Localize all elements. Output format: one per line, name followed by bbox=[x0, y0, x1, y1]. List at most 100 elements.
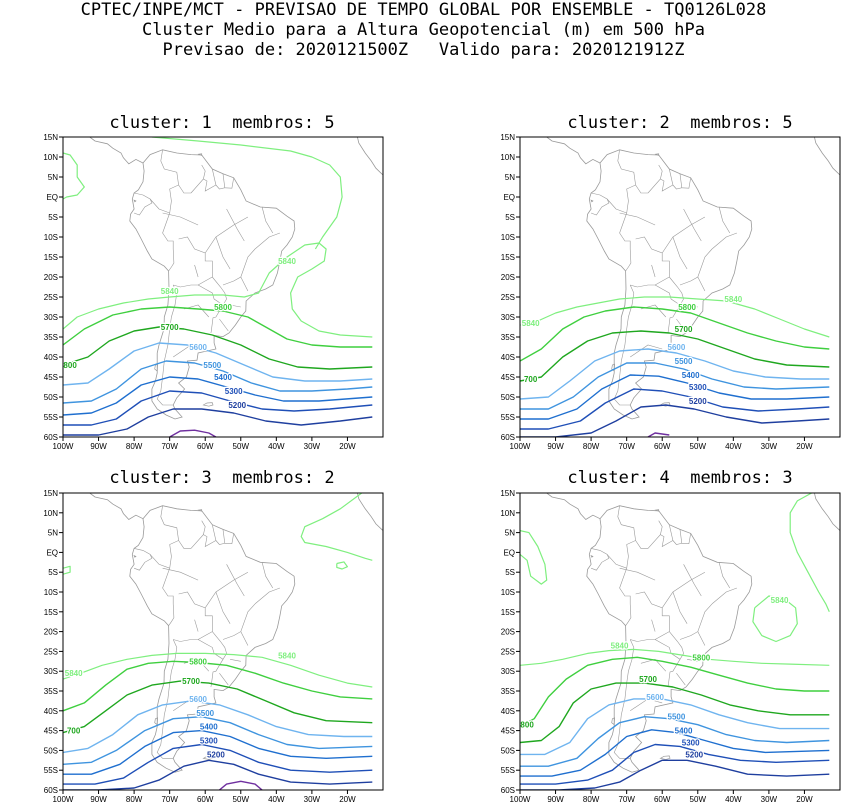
lon-tick-label: 30W bbox=[761, 795, 778, 803]
contour-line bbox=[63, 660, 373, 712]
country-borders bbox=[133, 149, 281, 406]
panel-4-title: cluster: 4 membros: 3 bbox=[567, 468, 793, 488]
contour-line bbox=[63, 680, 373, 734]
contour-label: 5200 bbox=[207, 750, 225, 759]
contour-label: 5800 bbox=[214, 303, 232, 312]
contour-label: 5300 bbox=[689, 383, 707, 392]
coastline bbox=[88, 493, 383, 773]
lat-tick-label: 60S bbox=[501, 433, 515, 442]
contour-label: 5600 bbox=[646, 693, 664, 702]
contour-label: 5500 bbox=[668, 713, 686, 722]
contour-line bbox=[63, 743, 373, 785]
contour-label: 5700 bbox=[161, 323, 179, 332]
lat-tick-label: 5N bbox=[48, 529, 58, 538]
contour-line bbox=[63, 715, 373, 765]
lon-tick-label: 40W bbox=[268, 442, 285, 451]
lon-tick-label: 60W bbox=[654, 795, 671, 803]
lon-tick-label: 60W bbox=[197, 795, 214, 803]
lat-tick-label: 15S bbox=[501, 608, 515, 617]
lat-tick-label: EQ bbox=[46, 548, 58, 557]
map-panel-cluster-1: 5840 5840 5800 5700 5600 5500 5400 5300 5200 800 1… bbox=[43, 133, 384, 451]
lon-tick-label: 20W bbox=[796, 795, 813, 803]
contour-label: 5700 bbox=[182, 677, 200, 686]
lon-tick-label: 50W bbox=[690, 442, 707, 451]
lon-tick-label: 100W bbox=[510, 442, 531, 451]
lon-tick-label: 30W bbox=[304, 795, 321, 803]
contour-label: 5800 bbox=[678, 303, 696, 312]
contour-label: 5400 bbox=[675, 727, 693, 736]
contour-label: 5500 bbox=[196, 709, 214, 718]
contour-label: 5600 bbox=[189, 695, 207, 704]
lon-tick-label: 60W bbox=[654, 442, 671, 451]
lon-tick-label: 50W bbox=[233, 795, 250, 803]
header-line-3: Previsao de: 2020121500Z Valido para: 20… bbox=[162, 40, 685, 60]
lat-tick-label: 60S bbox=[44, 786, 58, 795]
contour-line bbox=[520, 656, 830, 728]
contour-line bbox=[520, 648, 830, 666]
contour-line bbox=[169, 429, 217, 437]
lat-tick-label: 40S bbox=[44, 707, 58, 716]
map-panel-cluster-4: 5840 5840 5800 5700 5600 5500 5400 5300 5200 800 1… bbox=[500, 489, 841, 803]
contour-line bbox=[63, 390, 373, 426]
lat-tick-label: 55S bbox=[44, 766, 58, 775]
lat-tick-label: 55S bbox=[501, 766, 515, 775]
lat-tick-label: 20S bbox=[501, 273, 515, 282]
contour-label: 5200 bbox=[228, 401, 246, 410]
lon-tick-label: 90W bbox=[90, 795, 107, 803]
lat-tick-label: 15S bbox=[44, 253, 58, 262]
coastline bbox=[88, 137, 383, 420]
lon-tick-label: 20W bbox=[339, 442, 356, 451]
contour-line bbox=[520, 682, 830, 744]
lon-tick-label: 40W bbox=[725, 795, 742, 803]
lat-tick-label: 25S bbox=[501, 647, 515, 656]
lat-tick-label: 60S bbox=[501, 786, 515, 795]
map-frame bbox=[62, 136, 384, 438]
lat-tick-label: 55S bbox=[501, 413, 515, 422]
contour-line bbox=[63, 242, 373, 338]
lat-tick-label: 20S bbox=[44, 628, 58, 637]
country-borders bbox=[590, 505, 738, 759]
lon-tick-label: 60W bbox=[197, 442, 214, 451]
lon-tick-label: 70W bbox=[618, 442, 635, 451]
contour-line bbox=[336, 561, 348, 570]
lat-tick-label: 55S bbox=[44, 413, 58, 422]
lon-tick-label: 70W bbox=[161, 795, 178, 803]
contour-line bbox=[63, 700, 373, 754]
lat-tick-label: 45S bbox=[501, 373, 515, 382]
lat-tick-label: 25S bbox=[501, 293, 515, 302]
lat-tick-label: 60S bbox=[44, 433, 58, 442]
contour-line bbox=[520, 530, 548, 585]
lon-tick-label: 80W bbox=[583, 442, 600, 451]
map-frame bbox=[62, 492, 384, 791]
lat-tick-label: 35S bbox=[501, 687, 515, 696]
lon-tick-label: 90W bbox=[90, 442, 107, 451]
contour-label: 5840 bbox=[771, 596, 789, 605]
lat-tick-label: 40S bbox=[501, 707, 515, 716]
lon-tick-label: 50W bbox=[233, 442, 250, 451]
contour-line bbox=[520, 388, 830, 430]
contour-line bbox=[63, 306, 373, 348]
lon-tick-label: 30W bbox=[304, 442, 321, 451]
contour-label: 800 bbox=[63, 361, 77, 370]
panel-3-title: cluster: 3 membros: 2 bbox=[109, 468, 335, 488]
contour-line bbox=[63, 652, 373, 688]
lat-tick-label: 10S bbox=[44, 233, 58, 242]
lon-tick-label: 70W bbox=[618, 795, 635, 803]
contour-label: 5840 bbox=[724, 295, 742, 304]
country-borders bbox=[590, 149, 738, 406]
contour-label: 5200 bbox=[689, 397, 707, 406]
lat-tick-label: 20S bbox=[44, 273, 58, 282]
lat-tick-label: EQ bbox=[503, 193, 515, 202]
contour-line bbox=[520, 330, 830, 382]
contour-label: 5300 bbox=[200, 737, 218, 746]
contour-label: 800 bbox=[520, 721, 534, 730]
lat-tick-label: 15N bbox=[500, 133, 515, 142]
lon-tick-label: 80W bbox=[126, 795, 143, 803]
lat-tick-label: 10N bbox=[500, 509, 515, 518]
contour-label: 5400 bbox=[214, 373, 232, 382]
contour-label: 5800 bbox=[692, 653, 710, 662]
contour-line bbox=[151, 137, 343, 250]
lat-tick-label: 50S bbox=[501, 393, 515, 402]
contour-label: 5500 bbox=[675, 357, 693, 366]
lat-tick-label: 50S bbox=[44, 746, 58, 755]
